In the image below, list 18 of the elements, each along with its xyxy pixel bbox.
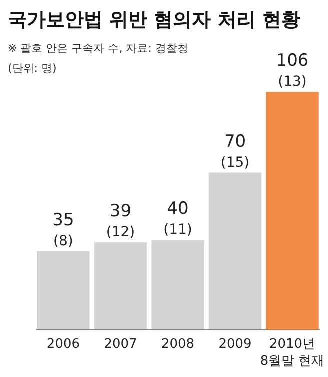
bar	[94, 242, 148, 330]
bar	[152, 240, 204, 330]
data-label: 39 (12)	[106, 201, 136, 240]
data-label: 106 (13)	[276, 51, 309, 90]
x-tick-label: 2007	[104, 337, 138, 352]
chart-title: 국가보안법 위반 혐의자 처리 현황	[8, 9, 300, 31]
x-tick-label: 2008	[161, 337, 195, 352]
text: (단위: 명)	[8, 62, 57, 75]
text: ※ 괄호 안은 구속자 수, 자료: 경찰청	[8, 42, 188, 55]
x-tick-label: 2010년 8월말 현재	[260, 337, 325, 369]
data-label: 70 (15)	[220, 132, 250, 171]
bar	[266, 92, 319, 330]
bar	[208, 172, 262, 330]
x-tick-label: 2009	[218, 337, 252, 352]
x-tick-label: 2006	[46, 337, 80, 352]
data-label: 40 (11)	[164, 199, 192, 238]
data-label: 35 (8)	[52, 210, 74, 250]
bar	[37, 251, 90, 330]
